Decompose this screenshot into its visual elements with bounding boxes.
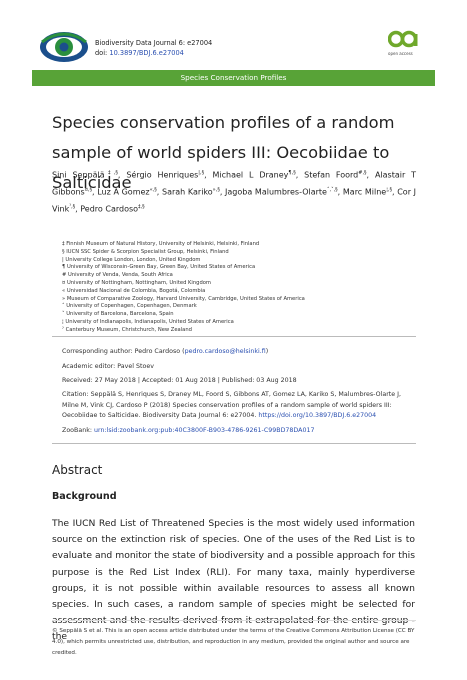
author-affiliation-marks: ‡,§ (138, 204, 145, 211)
author-affiliation-marks: #,§ (358, 170, 367, 176)
citation-text: Citation: Seppälä S, Henriques S, Draney… (62, 391, 401, 419)
author-separator: , (366, 170, 370, 180)
author-name: Cor J Vink (52, 187, 417, 214)
affiliations: ‡ Finnish Museum of Natural History, Uni… (62, 241, 422, 335)
affiliation: ¶ University of Wisconsin-Green Bay, Gre… (62, 264, 256, 271)
email-link[interactable]: pedro.cardoso@helsinki.fi (184, 348, 266, 355)
doi-label: doi: (95, 49, 108, 57)
author-affiliation-marks: «,§ (149, 187, 157, 194)
author-affiliation-marks: ¦,§ (386, 187, 392, 194)
author-name: Sérgio Henriques (126, 170, 199, 180)
dates: Received: 27 May 2018 | Accepted: 01 Aug… (62, 377, 297, 384)
author-separator: , (117, 170, 121, 180)
author-separator: , (219, 187, 223, 197)
author-name: Alastair T Gibbons (52, 170, 417, 197)
author-affiliation-marks: ¤,§ (84, 187, 92, 194)
corresponding-author: Corresponding author: Pedro Cardoso (ped… (62, 347, 416, 358)
divider (52, 620, 416, 621)
author-separator: , (92, 187, 95, 197)
oa-label: open access (388, 51, 413, 56)
doi-link[interactable]: 10.3897/BDJ.6.e27004 (109, 49, 184, 57)
affiliation: ¦ University of Indianapolis, Indianapol… (62, 318, 234, 325)
author-name: Jagoba Malumbres-Olarte (225, 187, 327, 197)
author-name: Luz A Gomez (97, 187, 150, 197)
license-footer: © Seppälä S et al. This is an open acces… (52, 628, 415, 656)
author-separator: , (392, 187, 395, 197)
author-separator: , (337, 187, 341, 197)
author-name: Marc Milne (342, 187, 387, 197)
author-name: Stefan Foord (304, 170, 359, 180)
author-separator: , (75, 204, 78, 214)
author-separator: , (156, 187, 160, 197)
author-name: Sini Seppälä (52, 170, 105, 180)
author-affiliation-marks: ¶,§ (288, 170, 296, 176)
affiliation: | University College London, London, Uni… (62, 256, 201, 263)
academic-editor: Academic editor: Pavel Stoev (62, 363, 154, 370)
author-affiliation-marks: |,§ (198, 170, 205, 176)
background-heading: Background (52, 491, 117, 502)
affiliation: § IUCN SSC Spider & Scorpion Specialist … (62, 248, 229, 255)
divider (52, 336, 416, 337)
author-name: Pedro Cardoso (80, 204, 139, 214)
corresponding-label: Corresponding author: Pedro Cardoso ( (62, 348, 185, 355)
author-name: Michael L Draney (212, 170, 289, 180)
author-separator: , (204, 170, 207, 180)
doi: doi: 10.3897/BDJ.6.e27004 (95, 48, 184, 58)
affiliation: « Universidad Nacional de Colombia, Bogo… (62, 287, 206, 294)
section-banner: Species Conservation Profiles (32, 70, 435, 86)
affiliation: ˄ University of Copenhagen, Copenhagen, … (62, 303, 197, 310)
abstract-heading: Abstract (52, 463, 103, 477)
corresponding-end: ) (265, 348, 269, 355)
zoobank: ZooBank: urn:lsid:zoobank.org:pub:40C380… (62, 426, 416, 437)
affiliation: ¤ University of Nottingham, Nottingham, … (62, 279, 211, 286)
affiliation: ˀ Canterbury Museum, Christchurch, New Z… (62, 326, 192, 333)
journal-name: Biodiversity Data Journal 6: e27004 (95, 39, 213, 47)
author-affiliation-marks: ˄,˅,§ (326, 187, 338, 194)
zoobank-link[interactable]: urn:lsid:zoobank.org:pub:40C3800F-B903-4… (93, 427, 315, 434)
zoobank-label: ZooBank: (62, 427, 92, 434)
author-separator: , (295, 170, 299, 180)
divider (52, 443, 416, 444)
author-affiliation-marks: ‡,§ (104, 170, 118, 176)
citation: Citation: Seppälä S, Henriques S, Draney… (62, 390, 416, 422)
author-name: Sarah Kariko (162, 187, 213, 197)
affiliation: # University of Venda, Venda, South Afri… (62, 272, 173, 279)
author-affiliation-marks: »,§ (212, 187, 220, 194)
affiliation: ‡ Finnish Museum of Natural History, Uni… (62, 241, 260, 247)
citation-doi[interactable]: https://doi.org/10.3897/BDJ.6.e27004 (258, 412, 377, 419)
affiliation: ˅ University of Barcelona, Barcelona, Sp… (62, 311, 174, 318)
author-affiliation-marks: ˀ,§ (69, 204, 76, 211)
article-title: Species conservation profiles of a rando… (52, 113, 395, 192)
affiliation: » Museum of Comparative Zoology, Harvard… (62, 295, 305, 302)
journal-logo (40, 32, 88, 62)
oa-logo (388, 30, 418, 48)
authors: Sini Seppälä‡,§, Sérgio Henriques|,§, Mi… (52, 166, 416, 217)
